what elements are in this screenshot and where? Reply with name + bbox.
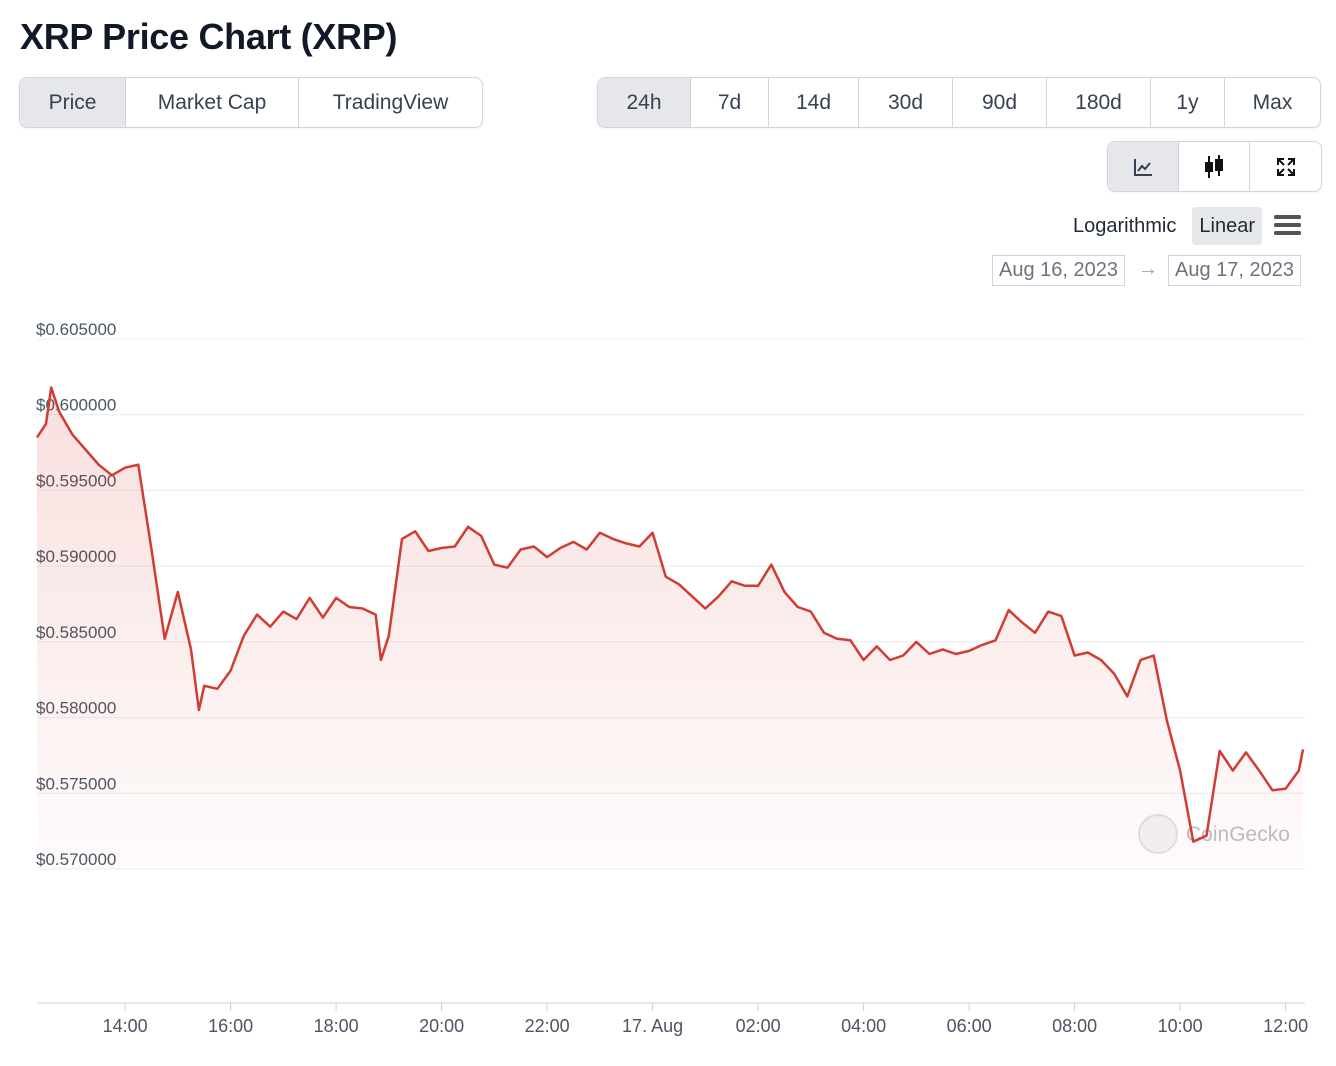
tab-button[interactable]: Market Cap [126, 78, 299, 127]
x-tick-label: 22:00 [525, 1016, 570, 1036]
x-tick-label: 16:00 [208, 1016, 253, 1036]
x-tick-label: 06:00 [947, 1016, 992, 1036]
line-chart-button[interactable] [1108, 142, 1179, 191]
range-group: 24h 7d 14d 30d 90d 180d 1y Max [597, 77, 1321, 128]
x-tick-label: 17. Aug [622, 1016, 683, 1036]
tab-button[interactable]: Price [20, 78, 126, 127]
price-area [37, 387, 1303, 869]
expand-icon [1276, 157, 1295, 176]
line-icon [1134, 158, 1152, 176]
range-button[interactable]: 1y [1151, 78, 1225, 127]
range-button[interactable]: 180d [1047, 78, 1151, 127]
chart-type-group [1107, 141, 1322, 192]
candle-icon [1205, 154, 1223, 178]
fullscreen-button[interactable] [1250, 142, 1321, 191]
x-tick-label: 10:00 [1158, 1016, 1203, 1036]
tab-group: Price Market Cap TradingView [19, 77, 483, 128]
scale-group: Logarithmic Linear [1066, 207, 1262, 245]
page-title: XRP Price Chart (XRP) [20, 16, 398, 57]
date-from[interactable]: Aug 16, 2023 [992, 255, 1125, 286]
x-tick-label: 04:00 [841, 1016, 886, 1036]
range-button[interactable]: 90d [953, 78, 1047, 127]
candlestick-button[interactable] [1179, 142, 1250, 191]
x-tick-label: 14:00 [103, 1016, 148, 1036]
range-button[interactable]: 7d [691, 78, 769, 127]
x-tick-label: 18:00 [314, 1016, 359, 1036]
y-tick-label: $0.605000 [36, 320, 116, 339]
scale-button[interactable]: Logarithmic [1073, 214, 1177, 237]
range-button[interactable]: 24h [598, 78, 691, 127]
price-line [35, 386, 1305, 843]
date-to[interactable]: Aug 17, 2023 [1168, 255, 1301, 286]
date-arrow: → [1138, 258, 1158, 280]
range-button[interactable]: Max [1252, 90, 1293, 114]
menu-button[interactable] [1274, 214, 1302, 236]
x-tick-label: 02:00 [736, 1016, 781, 1036]
x-tick-label: 20:00 [419, 1016, 464, 1036]
scale-button[interactable]: Linear [1192, 207, 1262, 245]
x-tick-label: 08:00 [1052, 1016, 1097, 1036]
x-tick-label: 12:00 [1263, 1016, 1308, 1036]
tab-button[interactable]: TradingView [332, 90, 449, 114]
range-button[interactable]: 14d [769, 78, 859, 127]
range-button[interactable]: 30d [859, 78, 953, 127]
